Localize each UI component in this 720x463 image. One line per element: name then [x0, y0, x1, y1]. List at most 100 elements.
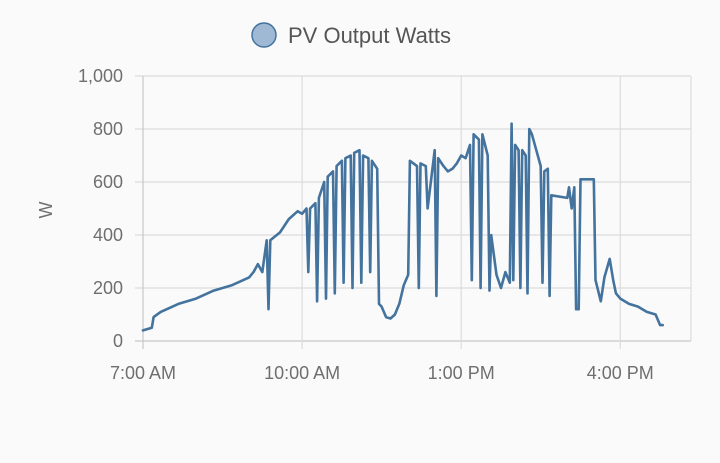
data-point	[451, 168, 454, 170]
series-line-pv-output-watts	[141, 122, 664, 332]
data-point	[600, 300, 602, 303]
y-tick-label: 1,000	[78, 66, 123, 86]
data-point	[362, 154, 364, 157]
data-point	[307, 271, 310, 273]
data-point	[380, 305, 383, 308]
data-point	[469, 144, 471, 146]
data-point	[257, 263, 259, 265]
data-point	[442, 165, 445, 167]
data-point	[435, 295, 438, 297]
data-point	[456, 162, 458, 165]
y-tick-label: 600	[93, 172, 123, 192]
x-axis-ticks: 7:00 AM 10:00 AM 1:00 PM 4:00 PM	[110, 363, 654, 383]
x-tick-label: 4:00 PM	[587, 363, 654, 383]
data-point	[385, 316, 387, 318]
data-point	[510, 122, 513, 125]
data-point	[539, 165, 542, 167]
data-point	[378, 303, 380, 305]
data-point	[142, 329, 144, 332]
data-point	[543, 170, 546, 173]
data-point	[661, 324, 664, 326]
data-point	[481, 133, 484, 136]
data-point	[547, 168, 549, 170]
y-axis-title: W	[36, 202, 56, 219]
data-point	[541, 281, 544, 284]
data-point	[593, 178, 595, 181]
data-point	[398, 303, 401, 305]
data-point	[460, 154, 463, 157]
data-point	[309, 207, 311, 210]
data-point	[504, 271, 507, 273]
data-point	[279, 231, 281, 234]
data-point	[594, 279, 597, 281]
data-point	[261, 271, 264, 273]
data-point	[495, 274, 498, 276]
data-point	[326, 175, 329, 178]
data-point	[151, 327, 153, 329]
data-point	[447, 170, 449, 173]
data-point	[433, 149, 436, 151]
data-point	[371, 160, 373, 162]
data-point	[570, 207, 573, 210]
data-point	[531, 133, 533, 136]
data-point	[314, 202, 317, 204]
data-point	[353, 152, 356, 154]
data-point	[646, 311, 648, 313]
data-point	[568, 186, 570, 189]
data-point	[419, 162, 422, 165]
data-point	[612, 279, 614, 281]
data-point	[566, 197, 569, 199]
data-point	[177, 303, 180, 305]
data-point	[301, 213, 303, 215]
data-point	[550, 194, 553, 197]
data-point	[195, 297, 197, 300]
data-point	[548, 295, 551, 297]
data-point	[486, 154, 489, 157]
data-point	[418, 287, 420, 289]
data-point	[579, 178, 582, 181]
data-point	[376, 168, 379, 170]
data-point	[325, 297, 327, 300]
data-point	[212, 289, 215, 292]
data-point	[603, 276, 606, 279]
data-point	[637, 305, 639, 308]
data-point	[584, 178, 586, 181]
data-point	[248, 276, 250, 279]
data-point	[341, 160, 343, 162]
data-point	[577, 308, 580, 311]
y-tick-label: 0	[113, 331, 123, 351]
y-axis-ticks: 1,000 800 600 400 200 0	[78, 66, 123, 351]
legend[interactable]: PV Output Watts	[251, 22, 451, 48]
series-layer	[141, 122, 664, 332]
data-point	[517, 149, 520, 151]
data-point	[159, 311, 162, 313]
data-point	[332, 170, 334, 173]
data-point	[500, 287, 502, 289]
data-point	[519, 287, 522, 289]
data-point	[628, 303, 630, 305]
data-point	[528, 128, 531, 130]
data-point	[409, 160, 411, 162]
data-point	[524, 154, 527, 157]
legend-label: PV Output Watts	[288, 23, 451, 48]
data-point	[416, 165, 418, 167]
data-point	[479, 287, 482, 289]
data-point	[288, 218, 290, 220]
data-point	[369, 271, 372, 273]
y-tick-label: 800	[93, 119, 123, 139]
data-point	[296, 210, 299, 212]
data-point	[471, 279, 473, 281]
data-point	[252, 271, 255, 273]
y-tick-label: 400	[93, 225, 123, 245]
data-point	[521, 149, 523, 151]
data-point	[342, 281, 345, 284]
x-tick-label: 10:00 AM	[264, 363, 340, 383]
data-point	[335, 165, 338, 167]
data-point	[659, 324, 661, 326]
data-point	[265, 239, 268, 242]
data-point	[619, 297, 622, 300]
data-point	[351, 287, 354, 289]
data-point	[535, 149, 538, 151]
